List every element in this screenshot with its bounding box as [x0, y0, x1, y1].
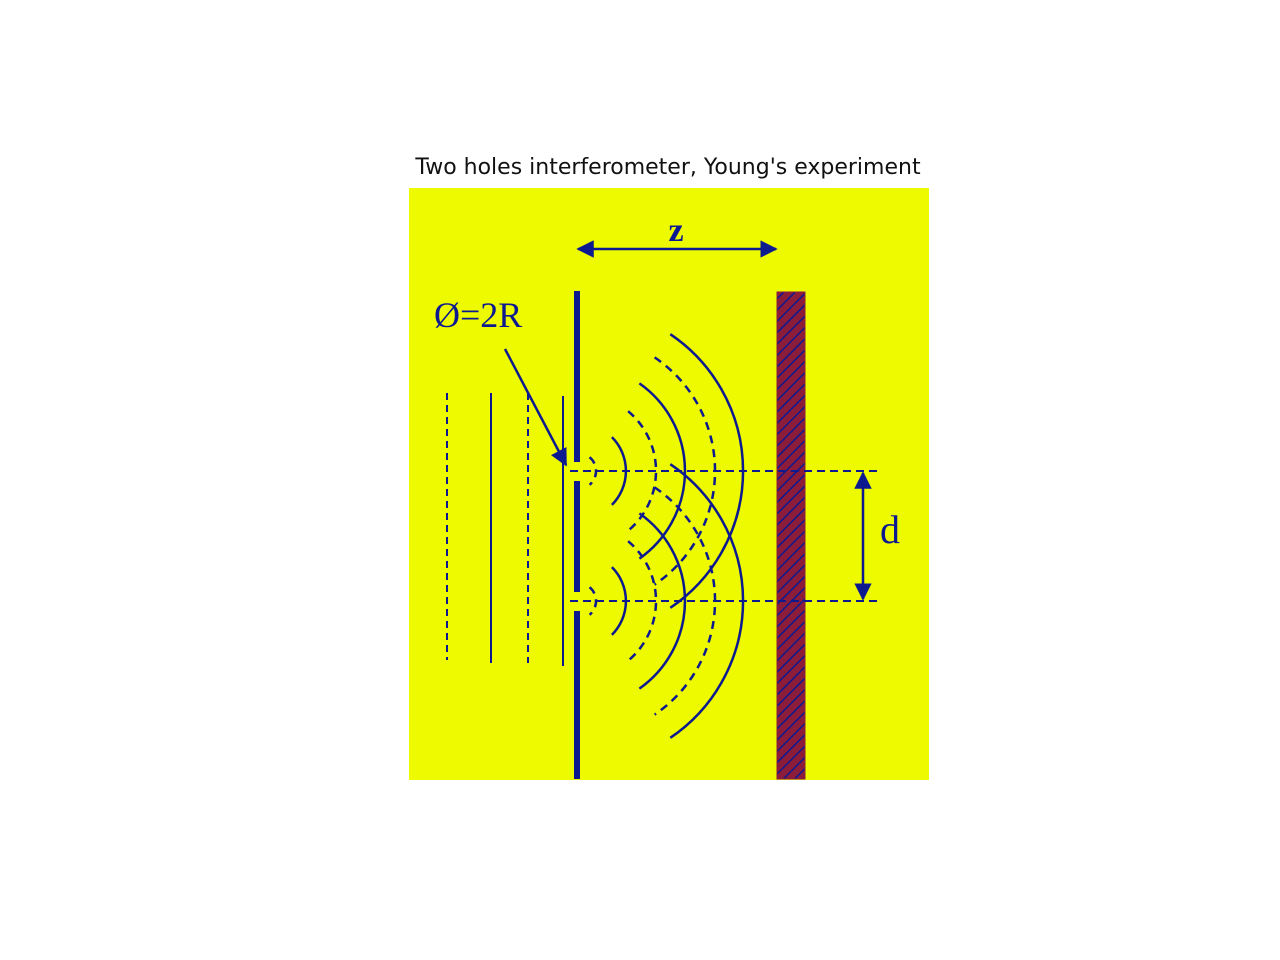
lower-hole-wavefront-dashed — [588, 586, 598, 616]
lower-hole-wavefront-dashed — [627, 540, 658, 662]
upper-hole-wavefront-solid — [669, 333, 745, 609]
upper-hole-wavefront-solid — [638, 382, 687, 560]
upper-hole-wavefront-solid — [611, 436, 628, 506]
upper-hole-wavefront-dashed — [627, 410, 658, 532]
figure-title: Two holes interferometer, Young's experi… — [415, 155, 921, 180]
z-label: z — [668, 212, 683, 249]
lower-hole-wavefront-solid — [669, 463, 745, 739]
observation-screen — [776, 291, 806, 780]
d-label: d — [880, 507, 900, 552]
diffracted-wavefronts — [588, 333, 745, 739]
lower-hole-wavefront-solid — [638, 512, 687, 690]
diagram-background — [409, 188, 929, 780]
aperture-diameter-label: Ø=2R — [434, 295, 522, 335]
lower-hole-wavefront-solid — [611, 566, 628, 636]
lower-hole-wavefront-dashed — [653, 486, 717, 716]
upper-hole-wavefront-dashed — [588, 456, 598, 486]
incident-plane-wavefronts — [446, 393, 564, 666]
upper-hole-wavefront-dashed — [653, 356, 717, 586]
aperture-pointer-arrow — [503, 348, 568, 467]
